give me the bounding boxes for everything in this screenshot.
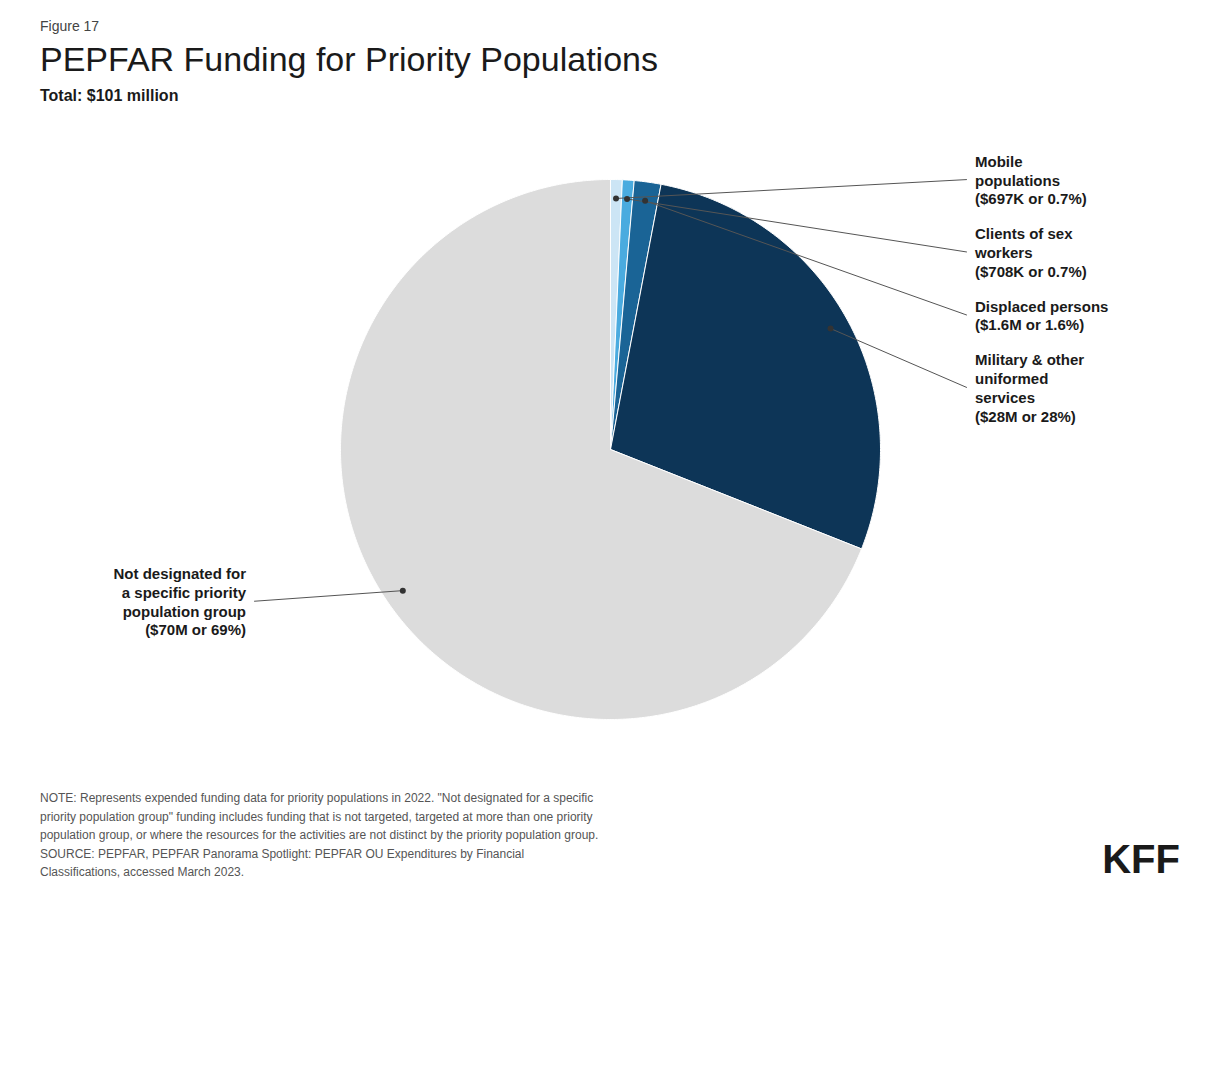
html-text:NOTE: Represents expended fund: NOTE: Represents expended funding data f…	[40, 791, 599, 880]
svg-text:Not designated fora specific p: Not designated fora specific prioritypop…	[113, 565, 246, 638]
html-text:Figure 17: Figure 17	[40, 18, 100, 34]
svg-text:Displaced persons($1.6M or 1.6: Displaced persons($1.6M or 1.6%)	[975, 298, 1108, 334]
svg-text:Mobilepopulations($697K or 0.7: Mobilepopulations($697K or 0.7%)	[975, 153, 1087, 208]
svg-text:Military & otheruniformedservi: Military & otheruniformedservices($28M o…	[975, 351, 1084, 424]
html-text:Total: $101 million: Total: $101 million	[40, 87, 179, 104]
svg-text:Clients of sexworkers($708K or: Clients of sexworkers($708K or 0.7%)	[974, 225, 1087, 280]
html-text:PEPFAR Funding for Priority Po: PEPFAR Funding for Priority Populations	[40, 40, 658, 78]
html-text:KFF: KFF	[1102, 837, 1180, 881]
